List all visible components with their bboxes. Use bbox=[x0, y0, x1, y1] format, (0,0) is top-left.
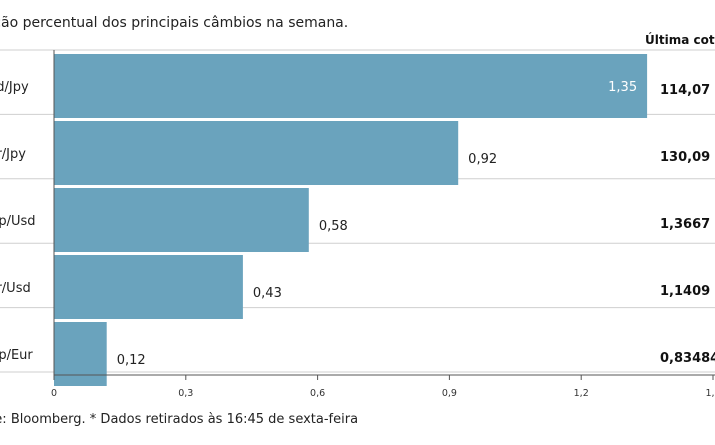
value-label: 1,35 bbox=[608, 80, 637, 95]
last-quote-value: 114,07 bbox=[660, 83, 710, 98]
chart-source-note: Fonte: Bloomberg. * Dados retirados às 1… bbox=[0, 412, 359, 427]
last-quote-value: 0,83484 bbox=[660, 351, 715, 366]
last-quote-value: 130,09 bbox=[660, 150, 710, 165]
x-tick-label: 0 bbox=[51, 388, 57, 399]
last-quote-value: 1,3667 bbox=[660, 217, 710, 232]
x-tick-label: 0,3 bbox=[178, 388, 193, 399]
x-tick-label: 0,6 bbox=[310, 388, 325, 399]
category-label: Eur/Usd bbox=[0, 281, 31, 296]
category-label: Gbp/Eur bbox=[0, 348, 33, 363]
bar-usd-jpy bbox=[54, 54, 648, 118]
bar-gbp-usd bbox=[54, 188, 309, 252]
x-tick-label: 1,2 bbox=[574, 388, 589, 399]
x-tick-label: 1,5 bbox=[705, 388, 715, 399]
category-label: Gbp/Usd bbox=[0, 214, 36, 229]
category-label: Usd/Jpy bbox=[0, 80, 29, 95]
x-tick-label: 0,9 bbox=[442, 388, 457, 399]
category-label: Eur/Jpy bbox=[0, 147, 26, 162]
chart-subtitle: Variação percentual dos principais câmbi… bbox=[0, 15, 349, 31]
bar-eur-usd bbox=[54, 255, 243, 319]
last-quote-value: 1,1409 bbox=[660, 284, 710, 299]
value-label: 0,12 bbox=[117, 353, 146, 368]
bar-gbp-eur bbox=[54, 322, 107, 386]
value-label: 0,58 bbox=[319, 219, 348, 234]
bar-eur-jpy bbox=[54, 121, 459, 185]
value-label: 0,43 bbox=[253, 286, 282, 301]
last-quote-header: Última cotação* bbox=[645, 33, 715, 47]
value-label: 0,92 bbox=[468, 152, 497, 167]
